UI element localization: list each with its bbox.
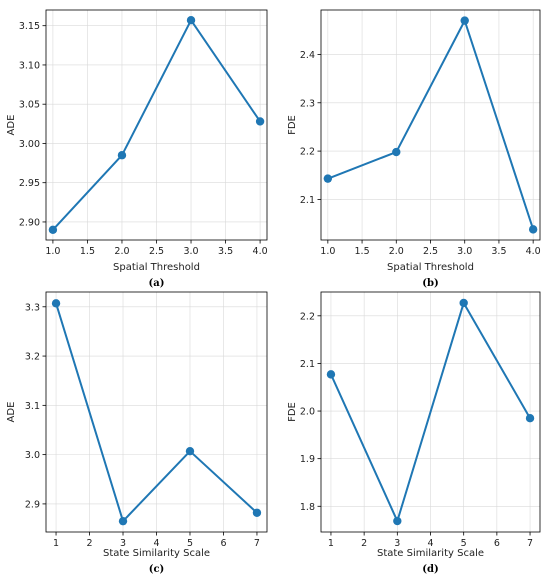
x-tick-label: 1.5 — [355, 246, 370, 257]
x-tick-label: 1.5 — [80, 246, 95, 257]
panel-caption: (d) — [422, 564, 438, 575]
x-tick-label: 2 — [87, 538, 93, 549]
x-tick-label: 2.5 — [149, 246, 164, 257]
data-point — [117, 151, 127, 160]
series-line — [330, 301, 531, 523]
x-tick-label: 3 — [394, 538, 400, 549]
x-tick-label: 3 — [120, 538, 126, 549]
x-tick-label: 2.5 — [423, 246, 438, 257]
x-tick-label: 1.0 — [45, 246, 60, 257]
y-tick-label: 2.1 — [300, 359, 315, 370]
panel-caption: (c) — [149, 564, 165, 575]
x-tick-label: 1 — [53, 538, 59, 549]
series-line — [52, 19, 261, 231]
x-tick-label: 5 — [461, 538, 467, 549]
data-point — [460, 16, 469, 25]
x-tick-label: 5 — [187, 538, 193, 549]
x-tick-label: 2 — [361, 538, 367, 549]
x-axis-label: Spatial Threshold — [113, 262, 200, 273]
x-tick-label: 6 — [494, 538, 500, 549]
y-axis-label: ADE — [6, 115, 17, 136]
x-tick-label: 4.0 — [253, 246, 268, 257]
y-tick-label: 2.2 — [300, 147, 315, 158]
data-point — [48, 225, 58, 234]
panel-caption: (b) — [422, 278, 438, 289]
chart-panel: 1.0 1.5 2.0 2.5 3.0 3.5 4.0 2.90 2.95 3.00 3.05 3.1… — [6, 9, 268, 289]
x-tick-label: 4 — [427, 538, 433, 549]
data-point — [459, 298, 468, 308]
x-tick-label: 7 — [527, 538, 533, 549]
y-axis-label: ADE — [6, 402, 17, 423]
series-line — [327, 19, 535, 230]
series-line — [55, 303, 258, 523]
x-tick-label: 2.0 — [114, 246, 129, 257]
y-tick-label: 1.9 — [300, 454, 315, 465]
y-tick-label: 2.4 — [300, 50, 315, 61]
data-point — [525, 413, 535, 423]
x-tick-label: 3.0 — [183, 246, 198, 257]
y-tick-label: 2.1 — [300, 195, 315, 206]
data-point — [393, 516, 402, 526]
y-tick-label: 2.9 — [25, 499, 40, 510]
y-axis-label: FDE — [287, 402, 298, 422]
x-axis-label: State Similarity Scale — [103, 548, 210, 559]
y-tick-label: 3.05 — [19, 100, 40, 111]
x-tick-label: 3.5 — [218, 246, 233, 257]
y-tick-label: 2.95 — [19, 178, 40, 189]
chart-panel: 1.0 1.5 2.0 2.5 3.0 3.5 4.0 2.1 2.2 2.3 2.4 Spatial… — [287, 9, 541, 289]
y-tick-label: 3.0 — [25, 450, 40, 461]
panel-caption: (a) — [149, 278, 165, 289]
chart-panel: 1 2 3 4 5 6 7 1.8 1.9 2.0 2.1 2.2 State Similarity S… — [287, 291, 541, 575]
data-point — [255, 117, 265, 126]
data-point — [528, 225, 538, 234]
y-axis-label: FDE — [287, 115, 298, 135]
data-point — [186, 16, 196, 25]
data-point — [392, 147, 401, 157]
y-tick-label: 3.10 — [19, 60, 40, 71]
x-axis-label: State Similarity Scale — [377, 548, 484, 559]
x-tick-label: 6 — [220, 538, 226, 549]
data-point — [252, 508, 262, 517]
x-tick-label: 2.0 — [389, 246, 404, 257]
y-tick-label: 2.3 — [300, 98, 315, 109]
y-tick-label: 3.3 — [25, 302, 40, 313]
y-tick-label: 2.0 — [300, 407, 315, 418]
x-tick-label: 3.5 — [491, 246, 506, 257]
y-tick-label: 2.90 — [19, 217, 40, 228]
x-tick-label: 4.0 — [526, 246, 541, 257]
x-tick-label: 3.0 — [457, 246, 472, 257]
chart-panel: 1 2 3 4 5 6 7 2.9 3.0 3.1 3.2 3.3 State Similarity S… — [6, 291, 268, 575]
x-tick-label: 1 — [328, 538, 334, 549]
y-tick-label: 3.1 — [25, 401, 40, 412]
y-tick-label: 2.2 — [300, 311, 315, 322]
x-axis-label: Spatial Threshold — [387, 262, 474, 273]
x-tick-label: 4 — [153, 538, 159, 549]
x-tick-label: 7 — [254, 538, 260, 549]
y-tick-label: 3.2 — [25, 352, 40, 363]
data-point — [323, 174, 333, 183]
x-tick-label: 1.0 — [320, 246, 335, 257]
y-tick-label: 3.00 — [19, 139, 40, 150]
y-tick-label: 3.15 — [19, 21, 40, 32]
y-tick-label: 1.8 — [300, 502, 315, 513]
data-point — [185, 446, 195, 456]
data-point — [51, 299, 61, 308]
data-point — [118, 516, 128, 526]
data-point — [326, 370, 336, 379]
